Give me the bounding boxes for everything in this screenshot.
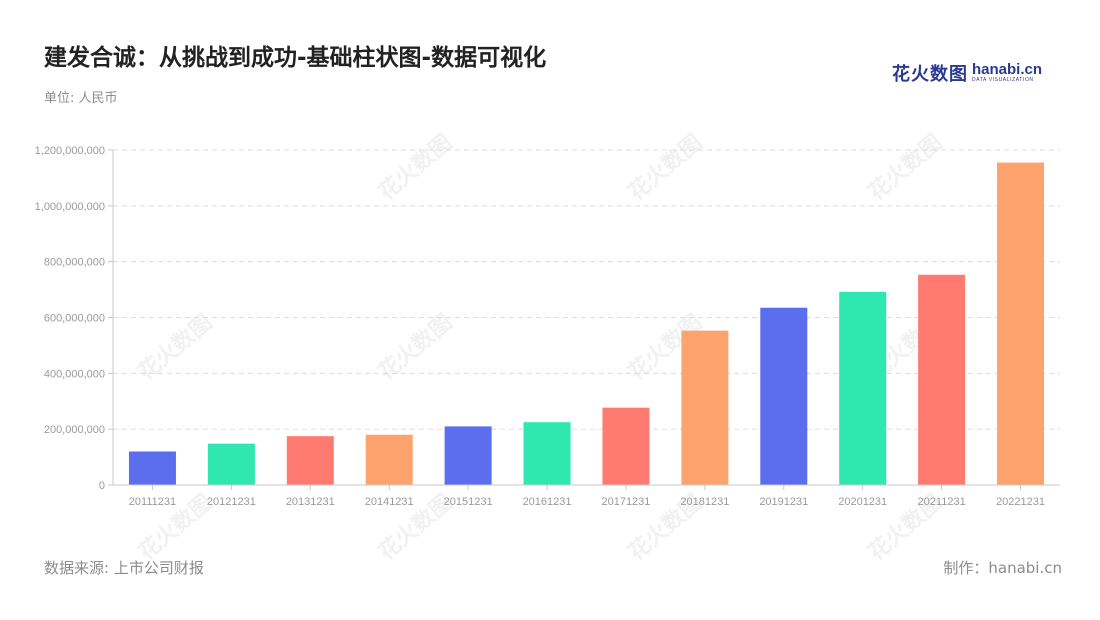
x-axis: 20111231 20121231 20131231 20141231 20151231… <box>113 484 1060 508</box>
x-tick-label: 20131231 <box>286 496 335 508</box>
bar-20211231[interactable] <box>918 274 966 485</box>
bar-20181231[interactable] <box>681 330 729 485</box>
y-tick-label: 0 <box>99 480 105 492</box>
bar-20221231[interactable] <box>997 162 1045 485</box>
bar-20201231[interactable] <box>839 291 887 485</box>
bar-20191231[interactable] <box>760 307 808 485</box>
brand-logo: 花火数图 hanabi.cn DATA VISUALIZATION <box>892 60 1042 86</box>
y-tick-label: 1,000,000,000 <box>35 201 105 213</box>
bar-20141231[interactable] <box>365 434 413 485</box>
x-tick-label: 20171231 <box>601 496 650 508</box>
x-tick-label: 20181231 <box>680 496 729 508</box>
y-tick-label: 400,000,000 <box>44 368 105 380</box>
bar-20161231[interactable] <box>523 422 571 485</box>
logo-en-block: hanabi.cn DATA VISUALIZATION <box>972 62 1042 84</box>
y-tick-label: 200,000,000 <box>44 424 105 436</box>
logo-en-text: hanabi.cn <box>972 61 1043 78</box>
x-tick-label: 20221231 <box>996 496 1045 508</box>
x-tick-label: 20211231 <box>918 496 966 508</box>
x-tick-label: 20191231 <box>759 496 808 508</box>
data-source: 数据来源: 上市公司财报 <box>44 559 204 577</box>
x-tick-label: 20141231 <box>365 496 414 508</box>
bar-20121231[interactable] <box>207 443 255 485</box>
x-tick-label: 20161231 <box>523 496 572 508</box>
chart-title: 建发合诚：从挑战到成功-基础柱状图-数据可视化 <box>44 45 547 71</box>
unit-label: 单位: 人民币 <box>44 91 118 106</box>
bar-20171231[interactable] <box>602 407 650 485</box>
y-axis: 0 200,000,000 400,000,000 600,000,000 800,00… <box>35 145 114 492</box>
y-tick-label: 1,200,000,000 <box>35 145 105 157</box>
logo-sub-text: DATA VISUALIZATION <box>972 77 1034 83</box>
bar-20111231[interactable] <box>128 451 176 486</box>
bar-20131231[interactable] <box>286 436 334 485</box>
x-tick-label: 20111231 <box>129 496 176 508</box>
y-tick-label: 600,000,000 <box>44 313 105 325</box>
bar-20151231[interactable] <box>444 426 492 485</box>
grid-lines <box>113 149 1060 430</box>
credit: 制作：hanabi.cn <box>943 559 1062 577</box>
x-tick-label: 20121231 <box>207 496 256 508</box>
x-tick-label: 20201231 <box>838 496 887 508</box>
x-tick-label: 20151231 <box>444 496 493 508</box>
y-tick-label: 800,000,000 <box>44 257 105 269</box>
logo-cn-text: 花火数图 <box>892 64 968 85</box>
bars <box>128 162 1045 486</box>
